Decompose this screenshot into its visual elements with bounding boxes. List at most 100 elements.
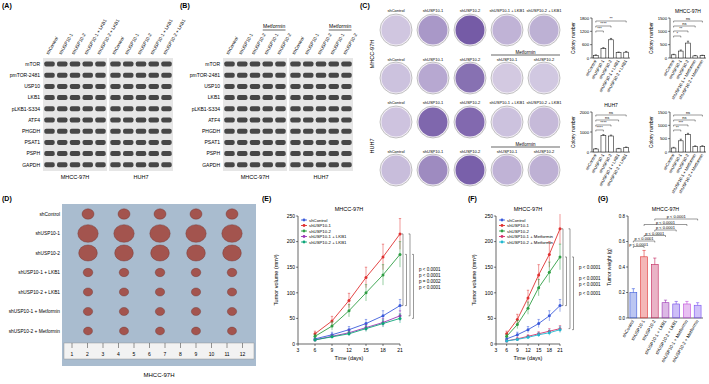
blot-band xyxy=(57,62,67,67)
error-bar xyxy=(331,332,333,337)
error-bar xyxy=(537,319,539,327)
significance-label: p < 0.0001 xyxy=(656,225,676,230)
legend-line xyxy=(301,220,307,221)
plot-area xyxy=(630,250,701,318)
blot-band xyxy=(275,129,285,134)
blot-band xyxy=(290,62,300,67)
legend-label: shUSP10-1 + Metformin xyxy=(507,234,554,239)
error-bar xyxy=(399,242,401,268)
blot-band xyxy=(316,84,326,89)
y-tick xyxy=(296,292,298,293)
blot-band xyxy=(123,118,133,123)
x-tick-label: 3 xyxy=(297,347,300,353)
blot-band xyxy=(263,95,273,100)
chart-title: MHCC-97H xyxy=(514,206,542,212)
blot-band xyxy=(275,118,285,123)
significance-bracket xyxy=(596,31,604,33)
lane-label: shControl xyxy=(387,8,404,13)
tumor xyxy=(151,245,170,261)
plot-area xyxy=(505,214,561,342)
culture-dish xyxy=(491,62,523,94)
significance-label: ** xyxy=(676,125,680,130)
bar xyxy=(678,141,683,152)
colony-stain xyxy=(382,64,411,93)
blot-band xyxy=(341,118,351,123)
point xyxy=(516,337,519,340)
bar xyxy=(609,136,614,152)
significance-label: * xyxy=(676,31,678,36)
blot-band xyxy=(224,118,234,123)
category-label: shUSP10-2 + Metformin xyxy=(678,152,705,194)
significance-bracket xyxy=(565,257,567,306)
significance-label: p < 0.0001 xyxy=(635,236,655,241)
y-tick-label: 1000 xyxy=(658,123,668,128)
y-tick xyxy=(668,58,670,59)
legend-line xyxy=(301,231,307,232)
lane-label: shUSP10-1 xyxy=(497,149,518,154)
ruler-label: 6 xyxy=(148,351,151,357)
point xyxy=(516,338,519,341)
culture-dish xyxy=(380,62,412,94)
protein-label: USP10 xyxy=(24,83,40,89)
significance-label: p < 0.0001 xyxy=(579,265,601,270)
significance-bracket xyxy=(674,21,703,23)
blot-band xyxy=(329,118,339,123)
error-bar xyxy=(675,301,678,304)
blot-band xyxy=(303,73,313,78)
blot-band xyxy=(123,62,133,67)
blot-band xyxy=(224,95,234,100)
blot-band xyxy=(341,129,351,134)
blot-band xyxy=(110,62,120,67)
ruler-label: 2 xyxy=(86,351,89,357)
protein-label: mTOR xyxy=(25,61,40,67)
tumor xyxy=(191,288,200,296)
y-tick-label: 0.6 xyxy=(619,239,626,244)
tumor xyxy=(84,327,93,335)
blot-band xyxy=(316,140,326,145)
blot-band xyxy=(95,62,105,67)
ruler-tick xyxy=(227,343,228,348)
tumor xyxy=(228,327,237,335)
error-bar xyxy=(595,148,597,150)
bar-chart: HUH7010002000Colony numbershControlshUSP… xyxy=(571,102,630,187)
y-tick xyxy=(626,318,628,319)
series-line xyxy=(507,330,560,341)
bar xyxy=(662,303,669,318)
x-tick-label: 9 xyxy=(516,347,519,353)
y-tick-label: 200 xyxy=(485,238,494,244)
culture-dish xyxy=(417,62,449,94)
culture-dish xyxy=(380,154,412,186)
tumor xyxy=(223,245,242,261)
protein-label: ATF4 xyxy=(28,117,40,123)
blot-band xyxy=(250,106,260,111)
error-bar xyxy=(559,327,561,333)
ruler-tick xyxy=(242,343,243,348)
error-bar xyxy=(642,250,645,256)
error-bar xyxy=(527,335,529,338)
point xyxy=(537,333,540,336)
blot-band xyxy=(237,151,247,156)
blot-band xyxy=(161,129,171,134)
error-bar xyxy=(559,244,561,270)
blot-band xyxy=(123,129,133,134)
significance-bracket xyxy=(633,247,644,249)
ruler-label: 4 xyxy=(117,351,120,357)
tumor xyxy=(227,288,236,296)
blot-band xyxy=(316,151,326,156)
blot-band xyxy=(224,162,234,167)
tumor xyxy=(119,288,128,296)
blot-band xyxy=(95,118,105,123)
error-bar xyxy=(537,279,539,295)
colony-stain xyxy=(382,108,411,137)
tumor xyxy=(83,307,92,315)
lane-label: shUSP10-2 xyxy=(276,32,292,55)
blot-band xyxy=(110,118,120,123)
blot-band xyxy=(237,62,247,67)
error-bar xyxy=(694,145,696,147)
blot-band xyxy=(83,106,93,111)
axis-title: Colony number xyxy=(649,116,654,148)
point xyxy=(399,232,402,235)
axis-title: Colony number xyxy=(571,22,576,54)
bar-chart: MHCC-97H0.00.20.40.60.8Tumor weight (g)s… xyxy=(606,206,703,363)
series-line xyxy=(507,306,560,339)
